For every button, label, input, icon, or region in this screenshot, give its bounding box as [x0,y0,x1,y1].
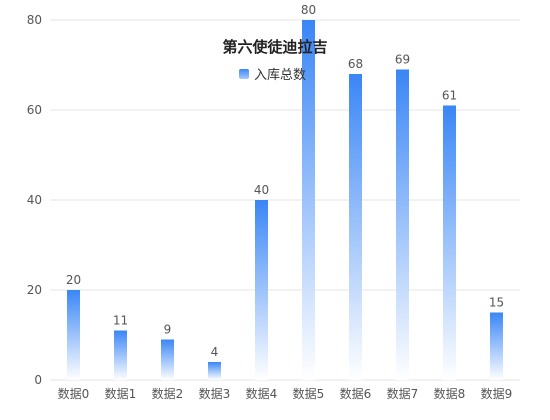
bar[interactable] [396,69,409,381]
bar[interactable] [255,200,268,380]
y-tick-label: 20 [27,283,42,297]
data-label: 15 [489,296,504,310]
data-label: 40 [254,183,269,197]
bar[interactable] [208,362,221,380]
bar[interactable] [443,105,456,381]
bars [67,20,503,380]
data-label: 20 [66,273,81,287]
data-labels: 20 11 9 4 40 80 68 69 61 15 [66,3,504,359]
y-tick-label: 80 [27,13,42,27]
data-label: 61 [442,89,457,103]
chart-title: 第六使徒迪拉吉 [222,38,327,56]
bar[interactable] [114,330,127,381]
x-tick-label: 数据8 [434,386,466,401]
x-tick-label: 数据3 [199,386,231,401]
bar[interactable] [161,339,174,381]
legend-swatch [239,69,249,79]
data-label: 9 [164,323,172,337]
data-label: 69 [395,53,410,67]
data-label: 68 [348,57,363,71]
bar[interactable] [302,20,315,380]
y-tick-label: 0 [34,373,42,387]
grid-lines [50,19,520,381]
x-tick-label: 数据9 [481,386,513,401]
axes: 0 20 40 60 80 数据0 数据1 数据2 数据3 数据4 数据5 数据6 数据7 数据8 数据9 [27,13,513,401]
data-label: 80 [301,3,316,17]
x-tick-label: 数据7 [387,386,419,401]
legend[interactable]: 入库总数 [239,67,306,83]
bar[interactable] [490,312,503,381]
bar[interactable] [67,290,80,380]
x-tick-label: 数据0 [58,386,90,401]
bar[interactable] [349,74,362,380]
x-tick-label: 数据1 [105,386,137,401]
y-tick-label: 40 [27,193,42,207]
x-tick-label: 数据6 [340,386,372,401]
x-tick-label: 数据5 [293,386,325,401]
data-label: 11 [113,314,128,328]
legend-label: 入库总数 [254,67,306,83]
chart-header: 第六使徒迪拉吉 入库总数 [222,38,327,83]
y-tick-label: 60 [27,103,42,117]
x-tick-label: 数据4 [246,386,278,401]
data-label: 4 [211,345,219,359]
x-tick-label: 数据2 [152,386,184,401]
